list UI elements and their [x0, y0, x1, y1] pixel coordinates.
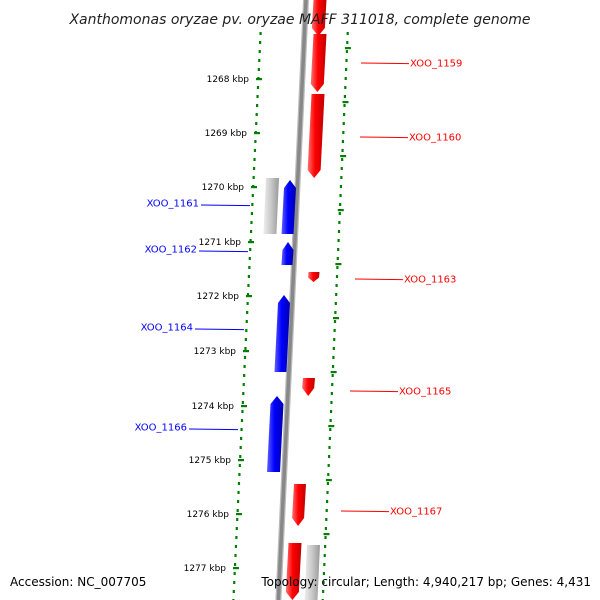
right-tick-3 [337, 209, 344, 212]
gene-label-text[interactable]: XOO_1159 [410, 59, 462, 70]
coordinate-ticks: 1268 kbp 1269 kbp 1270 kbp 1271 kbp 1272 kbp… [184, 47, 351, 574]
feature-top-partial[interactable] [311, 0, 327, 36]
tick-1: 1269 kbp [205, 129, 260, 139]
accession-text: Accession: NC_007705 [10, 575, 146, 589]
gene-label-text[interactable]: XOO_1164 [141, 323, 193, 334]
feature-xoo-1159[interactable] [310, 34, 327, 92]
tick-9: 1277 kbp [184, 564, 239, 574]
tick-label: 1277 kbp [184, 564, 227, 574]
tick-7: 1275 kbp [189, 456, 244, 466]
tick-5: 1273 kbp [194, 347, 249, 357]
tick-label: 1268 kbp [207, 75, 250, 85]
tick-label: 1276 kbp [187, 510, 230, 520]
tick-6: 1274 kbp [192, 402, 247, 412]
map-title: Xanthomonas oryzae pv. oryzae MAFF 31101… [68, 12, 530, 28]
feature-xoo-1167[interactable] [292, 484, 306, 526]
right-tick-6 [330, 371, 337, 374]
feature-xoo-1161[interactable] [281, 180, 296, 234]
gene-label-text[interactable]: XOO_1167 [390, 507, 442, 518]
tick-label: 1269 kbp [205, 129, 248, 139]
pseudo-feature-0[interactable] [263, 178, 279, 234]
gene-label-xoo-1160[interactable]: XOO_1160 [359, 133, 461, 144]
gene-label-xoo-1163[interactable]: XOO_1163 [354, 275, 456, 286]
feature-xoo-1163[interactable] [308, 272, 320, 282]
gene-label-xoo-1159[interactable]: XOO_1159 [360, 59, 462, 70]
gene-label-xoo-1161[interactable]: XOO_1161 [147, 199, 251, 210]
gene-label-xoo-1165[interactable]: XOO_1165 [349, 387, 451, 398]
right-tick-2 [340, 155, 347, 158]
right-tick-1 [342, 101, 349, 104]
tick-label: 1274 kbp [192, 402, 235, 412]
feature-xoo-1162[interactable] [281, 242, 294, 265]
right-tick-4 [335, 263, 342, 266]
tick-label: 1273 kbp [194, 347, 237, 357]
gene-label-xoo-1164[interactable]: XOO_1164 [141, 323, 245, 334]
gene-label-xoo-1162[interactable]: XOO_1162 [145, 245, 249, 256]
right-tick-0 [344, 47, 351, 50]
genome-backbone [275, 0, 309, 600]
right-tick-9 [323, 533, 330, 536]
genome-summary-text: Topology: circular; Length: 4,940,217 bp… [260, 575, 591, 589]
tick-label: 1270 kbp [202, 183, 245, 193]
tick-4: 1272 kbp [197, 292, 252, 302]
gene-label-text[interactable]: XOO_1165 [399, 387, 451, 398]
right-tick-8 [325, 479, 332, 482]
gene-label-text[interactable]: XOO_1160 [409, 133, 461, 144]
tick-label: 1271 kbp [199, 238, 242, 248]
dotted-guides [232, 32, 349, 600]
tick-label: 1272 kbp [197, 292, 240, 302]
feature-xoo-1166[interactable] [267, 396, 284, 472]
feature-xoo-1160[interactable] [307, 94, 325, 178]
right-tick-7 [328, 425, 335, 428]
pseudo-feature-1[interactable] [304, 545, 320, 600]
right-tick-5 [333, 317, 340, 320]
gene-features [263, 0, 327, 600]
gene-label-xoo-1166[interactable]: XOO_1166 [135, 423, 239, 434]
feature-xoo-1164[interactable] [274, 295, 290, 372]
tick-2: 1270 kbp [202, 183, 257, 193]
tick-8: 1276 kbp [187, 510, 242, 520]
tick-0: 1268 kbp [207, 75, 262, 85]
gene-label-text[interactable]: XOO_1161 [147, 199, 199, 210]
feature-xoo-1165[interactable] [302, 378, 315, 396]
feature-bottom-partial[interactable] [285, 543, 302, 600]
tick-3: 1271 kbp [199, 238, 254, 248]
gene-labels: XOO_1159 XOO_1160 XOO_1161 XOO_1162 XOO_1163… [135, 59, 463, 518]
gene-label-text[interactable]: XOO_1163 [404, 275, 456, 286]
tick-label: 1275 kbp [189, 456, 232, 466]
gene-label-text[interactable]: XOO_1162 [145, 245, 197, 256]
gene-label-xoo-1167[interactable]: XOO_1167 [340, 507, 442, 518]
gene-label-text[interactable]: XOO_1166 [135, 423, 187, 434]
